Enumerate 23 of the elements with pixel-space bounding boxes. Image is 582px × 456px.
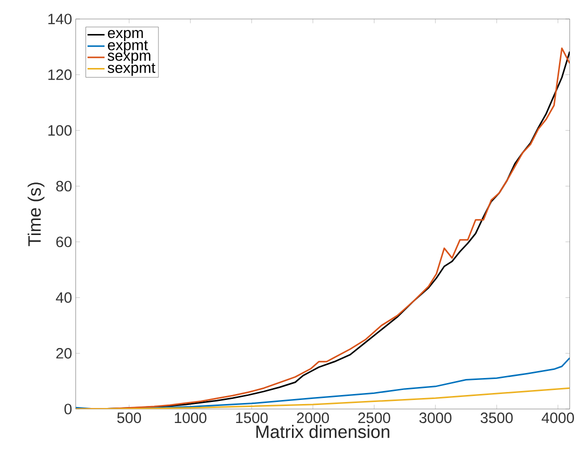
x-tick-label: 500 xyxy=(117,412,141,424)
y-tick-label: 0 xyxy=(64,404,72,414)
legend-label: sexpmt xyxy=(108,63,156,76)
x-tick-label: 4000 xyxy=(542,412,574,424)
legend-label: expm xyxy=(108,30,143,42)
legend-label: expmt xyxy=(108,40,148,54)
legend-label: sexpm xyxy=(108,52,150,64)
x-axis-title: Matrix dimension xyxy=(256,424,390,438)
x-tick-label: 1500 xyxy=(236,412,268,424)
y-axis-title: Time (s) xyxy=(28,182,44,246)
y-tick-label: 100 xyxy=(48,125,72,136)
x-tick-label: 2000 xyxy=(297,412,329,424)
line-series xyxy=(76,387,570,409)
y-tick-label: 40 xyxy=(56,292,72,303)
y-tick-label: 60 xyxy=(56,236,72,248)
x-tick-label: 3500 xyxy=(480,412,513,424)
y-tick-label: 120 xyxy=(48,69,72,80)
y-tick-label: 80 xyxy=(56,180,72,192)
y-tick-label: 20 xyxy=(56,348,72,359)
x-tick-label: 2500 xyxy=(358,412,390,424)
y-tick-label: 140 xyxy=(48,14,72,24)
x-tick-label: 1000 xyxy=(174,412,206,424)
x-tick-label: 3000 xyxy=(419,412,452,424)
